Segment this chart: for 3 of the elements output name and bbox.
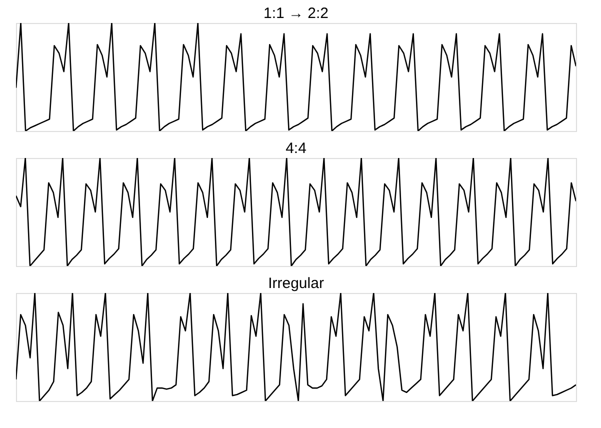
chart-title: 4:4: [286, 140, 306, 157]
chart-title: Irregular: [268, 275, 324, 292]
chart-title: 1:1 → 2:2: [263, 5, 329, 22]
